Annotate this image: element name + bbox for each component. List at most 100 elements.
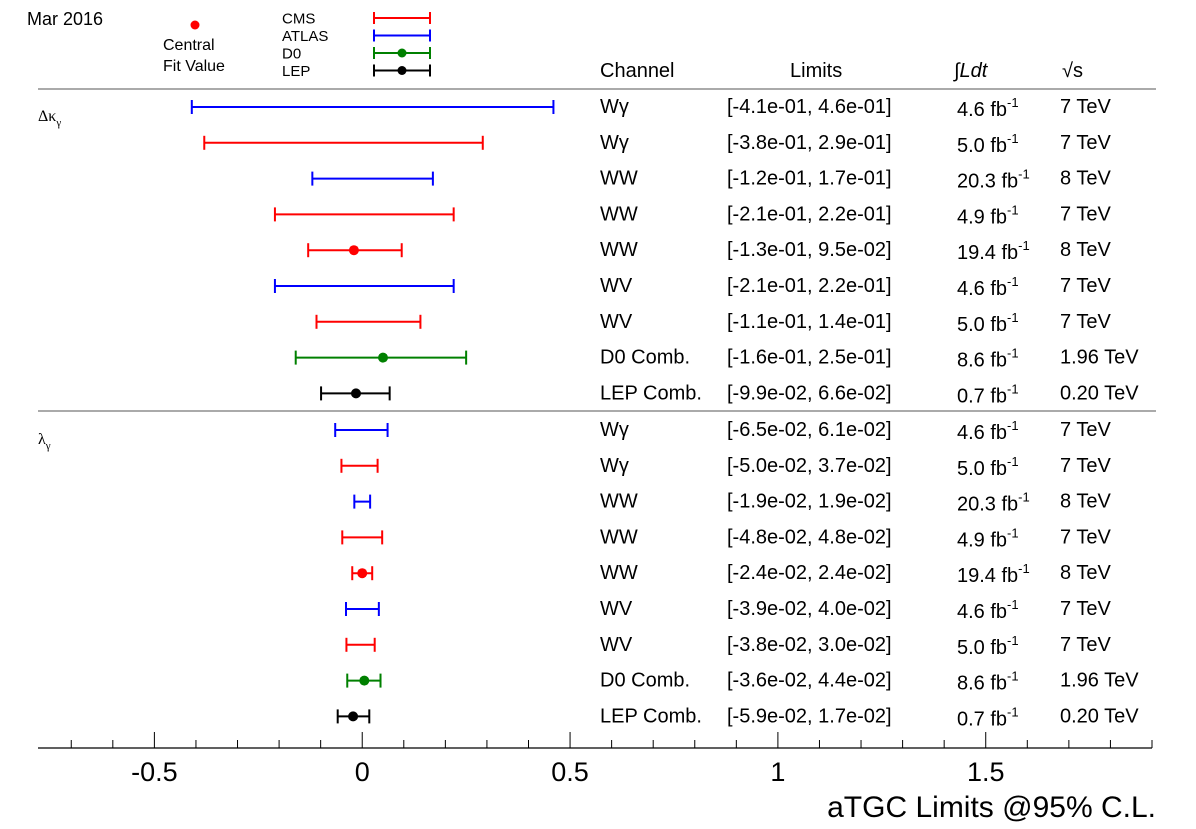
row-lumi: 4.6 fb-1 [957, 95, 1019, 121]
legend-marker-d0 [397, 48, 407, 58]
central-value-marker [359, 675, 370, 686]
legend-label-cms: CMS [282, 11, 315, 28]
row-channel: Wγ [600, 455, 629, 477]
row-channel: Wγ [600, 96, 629, 118]
row-limits: [-9.9e-02, 6.6e-02] [727, 382, 892, 404]
row-channel: WV [600, 311, 633, 333]
central-value-marker [350, 388, 361, 399]
interval-row: WV [-2.1e-01, 2.2e-01] 4.6 fb-1 7 TeV [273, 274, 1111, 300]
row-energy: 8 TeV [1060, 239, 1111, 261]
row-limits: [-3.6e-02, 4.4e-02] [727, 670, 892, 692]
parameter-label-lambda: λγ [38, 431, 51, 452]
central-fit-label-line1: Central [163, 37, 215, 54]
interval-row: WW [-2.4e-02, 2.4e-02] 19.4 fb-1 8 TeV [351, 561, 1111, 587]
parameter-label-delta-kappa: Δκγ [38, 108, 61, 129]
row-lumi: 4.9 fb-1 [957, 202, 1019, 228]
row-energy: 8 TeV [1060, 168, 1111, 190]
row-limits: [-5.0e-02, 3.7e-02] [727, 455, 892, 477]
central-value-marker [348, 711, 359, 722]
interval-row: WW [-1.9e-02, 1.9e-02] 20.3 fb-1 8 TeV [353, 490, 1111, 516]
column-header-limits: Limits [790, 60, 842, 82]
row-limits: [-1.9e-02, 1.9e-02] [727, 491, 892, 513]
x-tick-label: -0.5 [131, 757, 178, 787]
row-limits: [-4.1e-01, 4.6e-01] [727, 96, 892, 118]
row-limits: [-1.6e-01, 2.5e-01] [727, 347, 892, 369]
interval-row: Wγ [-5.0e-02, 3.7e-02] 5.0 fb-1 7 TeV [340, 454, 1111, 480]
row-lumi: 5.0 fb-1 [957, 633, 1019, 659]
row-energy: 7 TeV [1060, 598, 1111, 620]
central-value-marker [378, 352, 389, 363]
interval-row: D0 Comb. [-1.6e-01, 2.5e-01] 8.6 fb-1 1.96 … [294, 346, 1139, 372]
row-limits: [-1.1e-01, 1.4e-01] [727, 311, 892, 333]
row-limits: [-3.8e-02, 3.0e-02] [727, 634, 892, 656]
row-limits: [-3.9e-02, 4.0e-02] [727, 598, 892, 620]
column-header-sqrt-s: √s [1062, 60, 1083, 82]
central-value-marker [357, 568, 368, 579]
row-lumi: 20.3 fb-1 [957, 167, 1030, 193]
data-rows: Wγ [-4.1e-01, 4.6e-01] 4.6 fb-1 7 TeV Wγ [-3.… [190, 95, 1139, 730]
row-lumi: 5.0 fb-1 [957, 454, 1019, 480]
row-energy: 1.96 TeV [1060, 347, 1139, 369]
central-value-marker [348, 245, 359, 256]
interval-row: WW [-1.2e-01, 1.7e-01] 20.3 fb-1 8 TeV [311, 167, 1111, 193]
row-lumi: 4.6 fb-1 [957, 597, 1019, 623]
row-limits: [-2.1e-01, 2.2e-01] [727, 203, 892, 225]
x-tick-label: 1 [770, 757, 785, 787]
row-lumi: 4.6 fb-1 [957, 274, 1019, 300]
row-lumi: 0.7 fb-1 [957, 381, 1019, 407]
row-limits: [-2.1e-01, 2.2e-01] [727, 275, 892, 297]
x-tick-label: 0.5 [551, 757, 589, 787]
row-lumi: 0.7 fb-1 [957, 704, 1019, 730]
interval-row: WW [-2.1e-01, 2.2e-01] 4.9 fb-1 7 TeV [273, 202, 1111, 228]
row-energy: 7 TeV [1060, 203, 1111, 225]
row-lumi: 8.6 fb-1 [957, 669, 1019, 695]
row-energy: 8 TeV [1060, 562, 1111, 584]
chart-title: aTGC Limits @95% C.L. [827, 791, 1156, 824]
row-lumi: 4.9 fb-1 [957, 525, 1019, 551]
interval-row: WV [-3.9e-02, 4.0e-02] 4.6 fb-1 7 TeV [345, 597, 1111, 623]
row-energy: 7 TeV [1060, 419, 1111, 441]
row-lumi: 5.0 fb-1 [957, 131, 1019, 157]
interval-row: WV [-1.1e-01, 1.4e-01] 5.0 fb-1 7 TeV [315, 310, 1111, 336]
x-tick-label: 0 [355, 757, 370, 787]
row-lumi: 19.4 fb-1 [957, 238, 1030, 264]
interval-row: Wγ [-3.8e-01, 2.9e-01] 5.0 fb-1 7 TeV [203, 131, 1111, 157]
interval-row: D0 Comb. [-3.6e-02, 4.4e-02] 8.6 fb-1 1.96 … [346, 669, 1139, 695]
row-limits: [-5.9e-02, 1.7e-02] [727, 705, 892, 727]
row-energy: 7 TeV [1060, 96, 1111, 118]
interval-row: WW [-1.3e-01, 9.5e-02] 19.4 fb-1 8 TeV [307, 238, 1111, 264]
row-channel: WW [600, 491, 638, 513]
row-energy: 8 TeV [1060, 491, 1111, 513]
row-channel: Wγ [600, 132, 629, 154]
row-lumi: 19.4 fb-1 [957, 561, 1030, 587]
row-energy: 7 TeV [1060, 311, 1111, 333]
row-channel: WW [600, 526, 638, 548]
row-channel: WW [600, 203, 638, 225]
date-label: Mar 2016 [27, 9, 103, 29]
row-limits: [-2.4e-02, 2.4e-02] [727, 562, 892, 584]
row-energy: 7 TeV [1060, 526, 1111, 548]
row-channel: WV [600, 598, 633, 620]
x-axis: -0.5 0 0.5 1 1.5 [38, 732, 1153, 787]
row-channel: WV [600, 634, 633, 656]
row-lumi: 20.3 fb-1 [957, 490, 1030, 516]
row-limits: [-1.2e-01, 1.7e-01] [727, 168, 892, 190]
x-tick-label: 1.5 [967, 757, 1005, 787]
legend-label-atlas: ATLAS [282, 28, 328, 45]
column-header-channel: Channel [600, 60, 675, 82]
row-limits: [-3.8e-01, 2.9e-01] [727, 132, 892, 154]
interval-row: LEP Comb. [-9.9e-02, 6.6e-02] 0.7 fb-1 0.20… [320, 381, 1139, 407]
row-limits: [-1.3e-01, 9.5e-02] [727, 239, 892, 261]
central-fit-label-line2: Fit Value [163, 58, 225, 75]
row-energy: 0.20 TeV [1060, 705, 1139, 727]
row-channel: WW [600, 168, 638, 190]
row-energy: 7 TeV [1060, 634, 1111, 656]
row-lumi: 5.0 fb-1 [957, 310, 1019, 336]
row-channel: D0 Comb. [600, 347, 690, 369]
central-fit-marker [190, 20, 200, 30]
row-channel: LEP Comb. [600, 382, 702, 404]
row-energy: 0.20 TeV [1060, 382, 1139, 404]
row-energy: 7 TeV [1060, 455, 1111, 477]
row-channel: D0 Comb. [600, 670, 690, 692]
